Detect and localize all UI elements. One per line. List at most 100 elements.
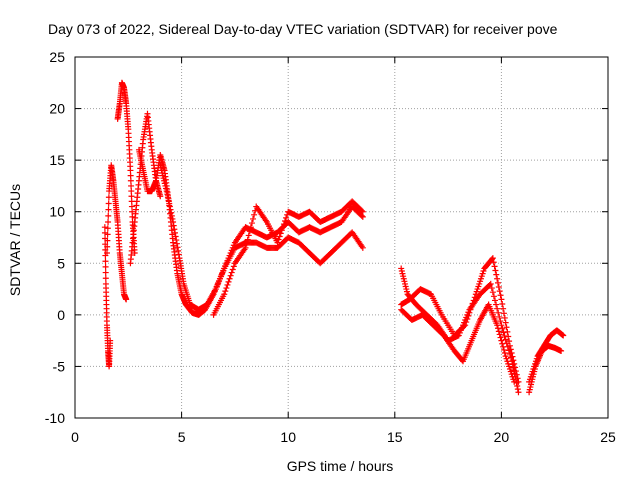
data-point xyxy=(491,263,498,270)
series-track-3 xyxy=(114,79,138,256)
y-tick-label: 5 xyxy=(57,255,65,271)
data-point xyxy=(221,291,228,298)
data-point xyxy=(504,328,511,335)
data-point xyxy=(358,207,365,214)
data-point xyxy=(225,278,232,285)
data-point xyxy=(105,206,112,213)
data-point xyxy=(164,191,171,198)
x-axis-label: GPS time / hours xyxy=(287,458,394,474)
data-point xyxy=(173,240,180,247)
data-point xyxy=(509,353,516,360)
data-point xyxy=(463,319,470,326)
data-point xyxy=(246,228,253,235)
data-point xyxy=(508,350,515,357)
x-tick-label: 15 xyxy=(387,429,403,445)
data-point xyxy=(487,280,494,287)
data-point xyxy=(497,334,504,341)
data-point xyxy=(170,222,177,229)
data-point xyxy=(500,305,507,312)
data-point xyxy=(128,198,135,205)
data-point xyxy=(173,237,180,244)
data-point xyxy=(511,378,518,385)
data-point xyxy=(496,313,503,320)
data-point xyxy=(282,217,289,224)
data-point xyxy=(470,297,477,304)
data-point xyxy=(104,225,111,232)
data-point xyxy=(495,284,502,291)
data-point xyxy=(171,226,178,233)
data-point xyxy=(104,231,111,238)
data-point xyxy=(490,293,497,300)
data-point xyxy=(247,224,254,231)
data-point xyxy=(128,203,135,210)
data-point xyxy=(507,346,514,353)
data-point xyxy=(128,182,135,189)
data-point xyxy=(514,383,521,390)
data-point xyxy=(123,296,130,303)
data-point xyxy=(104,243,111,250)
data-point xyxy=(496,331,503,338)
data-point xyxy=(164,194,171,201)
data-point xyxy=(283,214,290,221)
series-track-2 xyxy=(103,162,130,303)
data-point xyxy=(503,324,510,331)
data-point xyxy=(359,213,366,220)
data-point xyxy=(105,212,112,219)
data-point xyxy=(467,306,474,313)
chart-title: Day 073 of 2022, Sidereal Day-to-day VTE… xyxy=(48,21,558,37)
data-point xyxy=(511,360,518,367)
data-point xyxy=(250,215,257,222)
data-point xyxy=(167,206,174,213)
data-point xyxy=(163,188,170,195)
data-point xyxy=(510,357,517,364)
data-point xyxy=(502,336,509,343)
data-point xyxy=(276,233,283,240)
data-point xyxy=(279,224,286,231)
data-point xyxy=(506,342,513,349)
x-tick-label: 5 xyxy=(178,429,186,445)
data-point xyxy=(502,319,509,326)
data-point xyxy=(501,350,508,357)
data-point xyxy=(490,259,497,266)
data-point xyxy=(174,244,181,251)
data-point xyxy=(223,285,230,292)
data-point xyxy=(102,258,109,265)
data-point xyxy=(128,188,135,195)
data-point xyxy=(170,219,177,226)
series-track-9 xyxy=(398,255,522,385)
data-point xyxy=(248,220,255,227)
data-point xyxy=(243,240,250,247)
y-tick-label: 25 xyxy=(49,49,65,65)
data-point xyxy=(498,296,505,303)
data-point xyxy=(103,249,110,256)
data-point xyxy=(107,337,114,344)
y-tick-label: 15 xyxy=(49,152,65,168)
data-point xyxy=(494,275,501,282)
data-point xyxy=(471,294,478,301)
data-point xyxy=(505,333,512,340)
data-point xyxy=(129,213,136,220)
series-track-6 xyxy=(157,162,366,313)
data-point xyxy=(500,310,507,317)
data-point xyxy=(104,237,111,244)
data-point xyxy=(105,194,112,201)
data-point xyxy=(496,288,503,295)
data-point xyxy=(227,272,234,279)
data-point xyxy=(280,221,287,228)
data-point xyxy=(489,289,496,296)
data-point xyxy=(560,332,567,339)
data-point xyxy=(513,371,520,378)
data-point xyxy=(102,275,109,282)
data-point xyxy=(172,233,179,240)
y-tick-label: 20 xyxy=(49,101,65,117)
data-point xyxy=(222,288,229,295)
data-point xyxy=(165,197,172,204)
data-point xyxy=(175,247,182,254)
data-point xyxy=(461,323,468,330)
data-point xyxy=(129,208,136,215)
data-point xyxy=(274,239,281,246)
x-tick-label: 25 xyxy=(600,429,616,445)
data-point xyxy=(127,167,134,174)
data-point xyxy=(244,236,251,243)
